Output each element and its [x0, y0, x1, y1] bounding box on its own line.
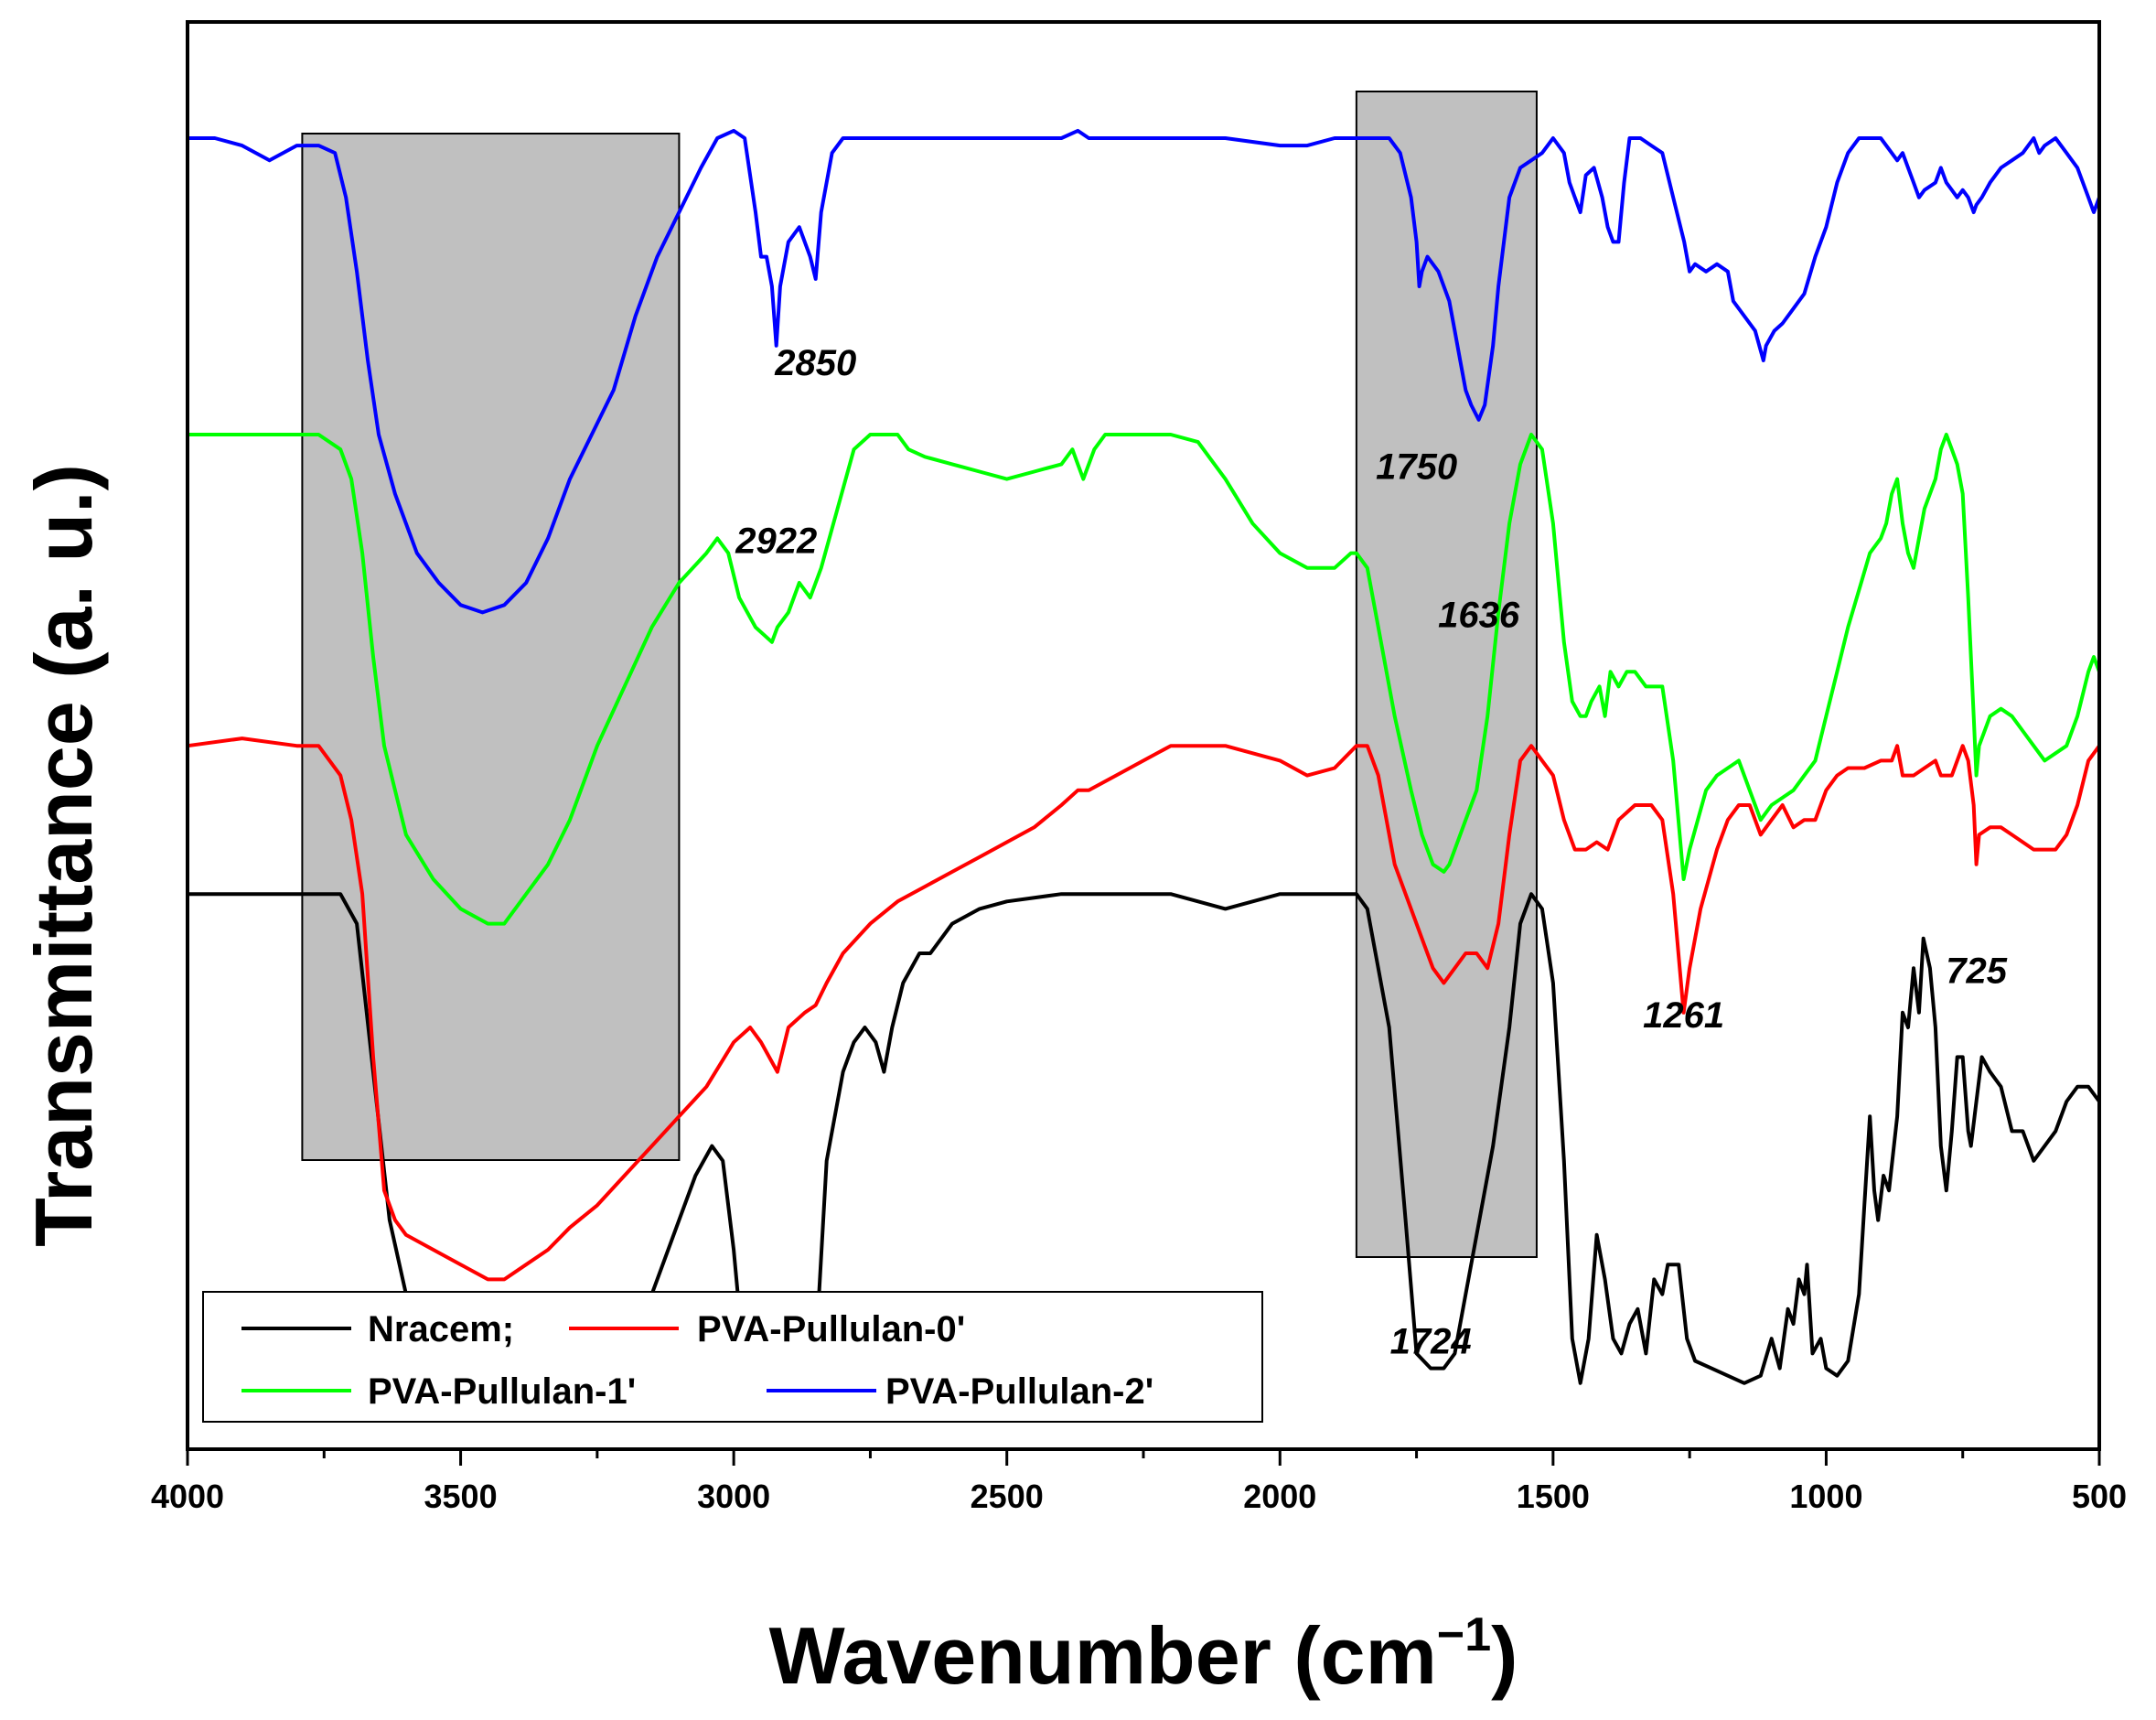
peak-label-1261: 1261: [1643, 995, 1724, 1036]
x-tick-label: 4000: [151, 1478, 224, 1515]
legend-label-pva-pullulan-0: PVA-Pullulan-0': [697, 1309, 965, 1349]
x-tick-label: 1500: [1517, 1478, 1590, 1515]
legend-label-pva-pullulan-1: PVA-Pullulan-1': [368, 1371, 636, 1412]
x-tick-label: 1000: [1789, 1478, 1862, 1515]
x-tick-label: 2500: [971, 1478, 1044, 1515]
x-tick-label: 500: [2072, 1478, 2127, 1515]
peak-label-1636: 1636: [1438, 596, 1520, 636]
x-axis-title-superscript: −1: [1437, 1608, 1491, 1661]
series-line-pva-pullulan-1: [188, 433, 2101, 926]
legend-label-pva-pullulan-2: PVA-Pullulan-2': [885, 1371, 1153, 1412]
x-axis-title-main: Wavenumber (cm: [769, 1610, 1437, 1701]
x-tick-label: 2000: [1243, 1478, 1316, 1515]
legend: Nracem; PVA-Pullulan-0' PVA-Pullulan-1' …: [202, 1291, 1263, 1423]
series-line-pva-pullulan-2: [188, 128, 2101, 615]
series-line-pva-pullulan-0: [187, 736, 2101, 1282]
x-tick-label: 3500: [424, 1478, 498, 1515]
x-tick-label: 3000: [697, 1478, 770, 1515]
peak-label-725: 725: [1946, 951, 2007, 991]
peak-label-1750: 1750: [1376, 447, 1457, 488]
highlight-region-2: [1355, 91, 1538, 1258]
peak-label-2850: 2850: [774, 343, 856, 383]
x-axis-title: Wavenumber (cm−1): [769, 1608, 1518, 1701]
peak-label-1724: 1724: [1390, 1321, 1472, 1361]
x-axis-ticks: 4000 3500 3000 2500 2000 1500 1000 500: [151, 1449, 2127, 1515]
legend-label-nracem: Nracem;: [368, 1309, 514, 1349]
peak-label-2922: 2922: [735, 521, 817, 562]
legend-box: [202, 1291, 1263, 1423]
y-axis-title: Transmittance (a. u.): [18, 464, 109, 1247]
peak-annotations: 2850 2922 1750 1636 1261 725 1724: [735, 343, 2008, 1361]
x-axis-title-suffix: ): [1491, 1610, 1518, 1701]
